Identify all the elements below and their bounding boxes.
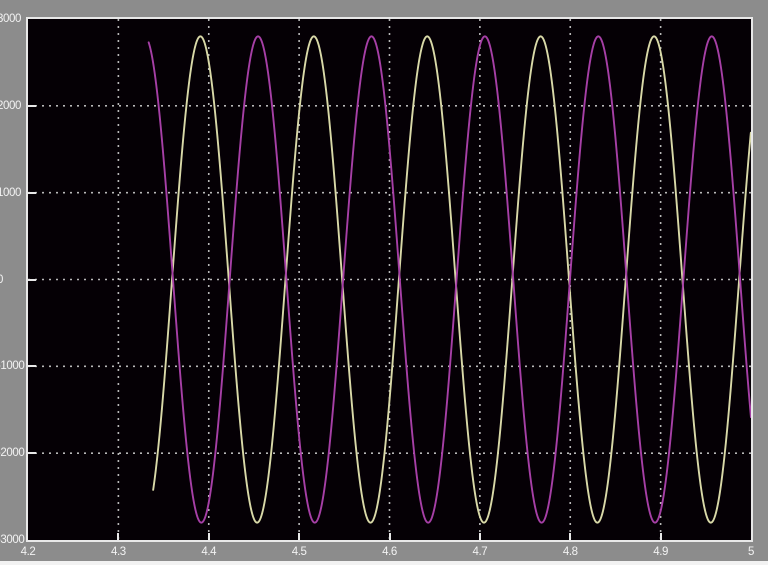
y-axis-tick-mark [28,191,36,194]
plot-frame [26,17,753,542]
y-axis-tick-mark [28,452,36,455]
x-axis-tick-mark [478,533,481,542]
x-axis-tick-label: 4.4 [201,546,217,558]
x-axis-tick-label: 4.9 [653,546,669,558]
plot-area[interactable] [28,19,751,540]
x-axis-tick-mark [117,533,120,542]
y-axis-tick-label: -3000 [0,534,25,546]
x-axis-tick-label: 4.2 [20,546,36,558]
x-axis-tick-mark [388,533,391,542]
grid-lines [28,19,751,540]
y-axis-tick-label: 1000 [0,186,21,199]
signal-curves [149,36,751,522]
y-axis-tick-label: 2000 [0,99,21,112]
x-axis-tick-label: 4.5 [291,546,307,558]
x-axis-tick-label: 4.7 [472,546,488,558]
x-axis-tick-label: 4.6 [382,546,397,558]
y-axis-tick-mark [28,365,36,368]
x-axis-tick-mark [659,533,662,542]
x-axis-tick-label: 4.3 [110,546,126,558]
y-axis-tick-label: -1000 [0,360,25,373]
x-axis-tick-label: 5 [748,546,754,558]
y-axis-tick-label: -2000 [0,447,25,460]
y-axis-tick-label: 3000 [0,13,21,25]
x-axis-tick-mark [569,533,572,542]
signal-magenta [149,36,751,522]
signal-yellow [153,36,751,522]
y-axis-tick-label: 0 [0,274,3,286]
x-axis-tick-mark [207,533,210,542]
x-axis-tick-mark [298,533,301,542]
x-axis-tick-label: 4.8 [562,546,578,558]
y-axis-tick-mark [28,278,36,281]
plot-svg [28,19,751,540]
y-axis-tick-mark [28,104,36,107]
